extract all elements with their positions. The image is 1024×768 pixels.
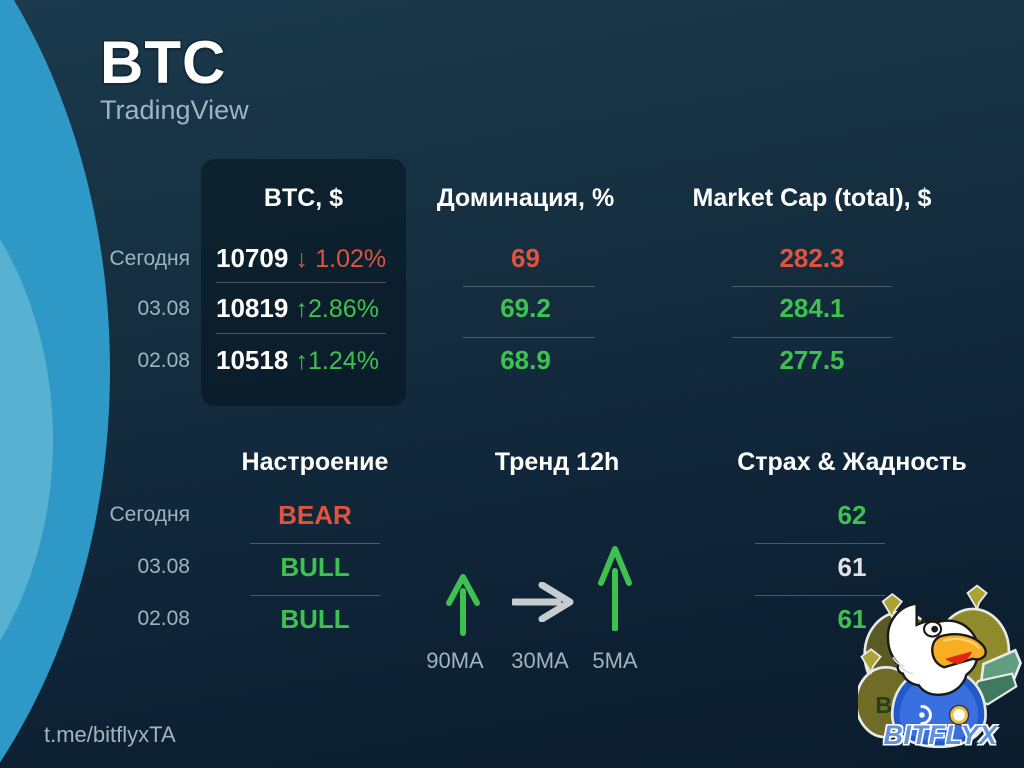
svg-text:B: B <box>875 692 892 718</box>
